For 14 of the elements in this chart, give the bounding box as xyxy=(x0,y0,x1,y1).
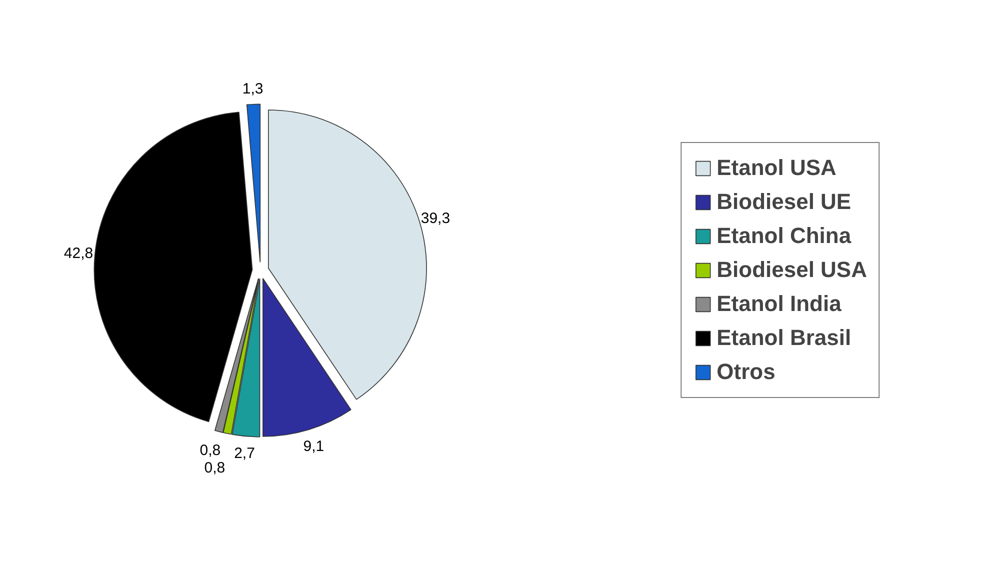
data-label: 0,8 xyxy=(204,459,226,476)
data-label: 2,7 xyxy=(234,445,255,462)
data-label: 42,8 xyxy=(64,245,94,262)
legend-label: Etanol India xyxy=(716,291,842,317)
legend-label: Etanol USA xyxy=(716,155,836,181)
legend-label: Otros xyxy=(716,359,776,385)
data-label: 1,3 xyxy=(242,80,264,98)
legend-label: Biodiesel UE xyxy=(716,189,852,215)
data-label: 39,3 xyxy=(420,210,450,227)
legend-label: Etanol Brasil xyxy=(716,325,852,351)
legend-label: Etanol China xyxy=(716,223,852,249)
legend-label: Biodiesel USA xyxy=(716,257,867,283)
data-label: 9,1 xyxy=(303,438,324,455)
data-label: 0,8 xyxy=(200,442,221,460)
